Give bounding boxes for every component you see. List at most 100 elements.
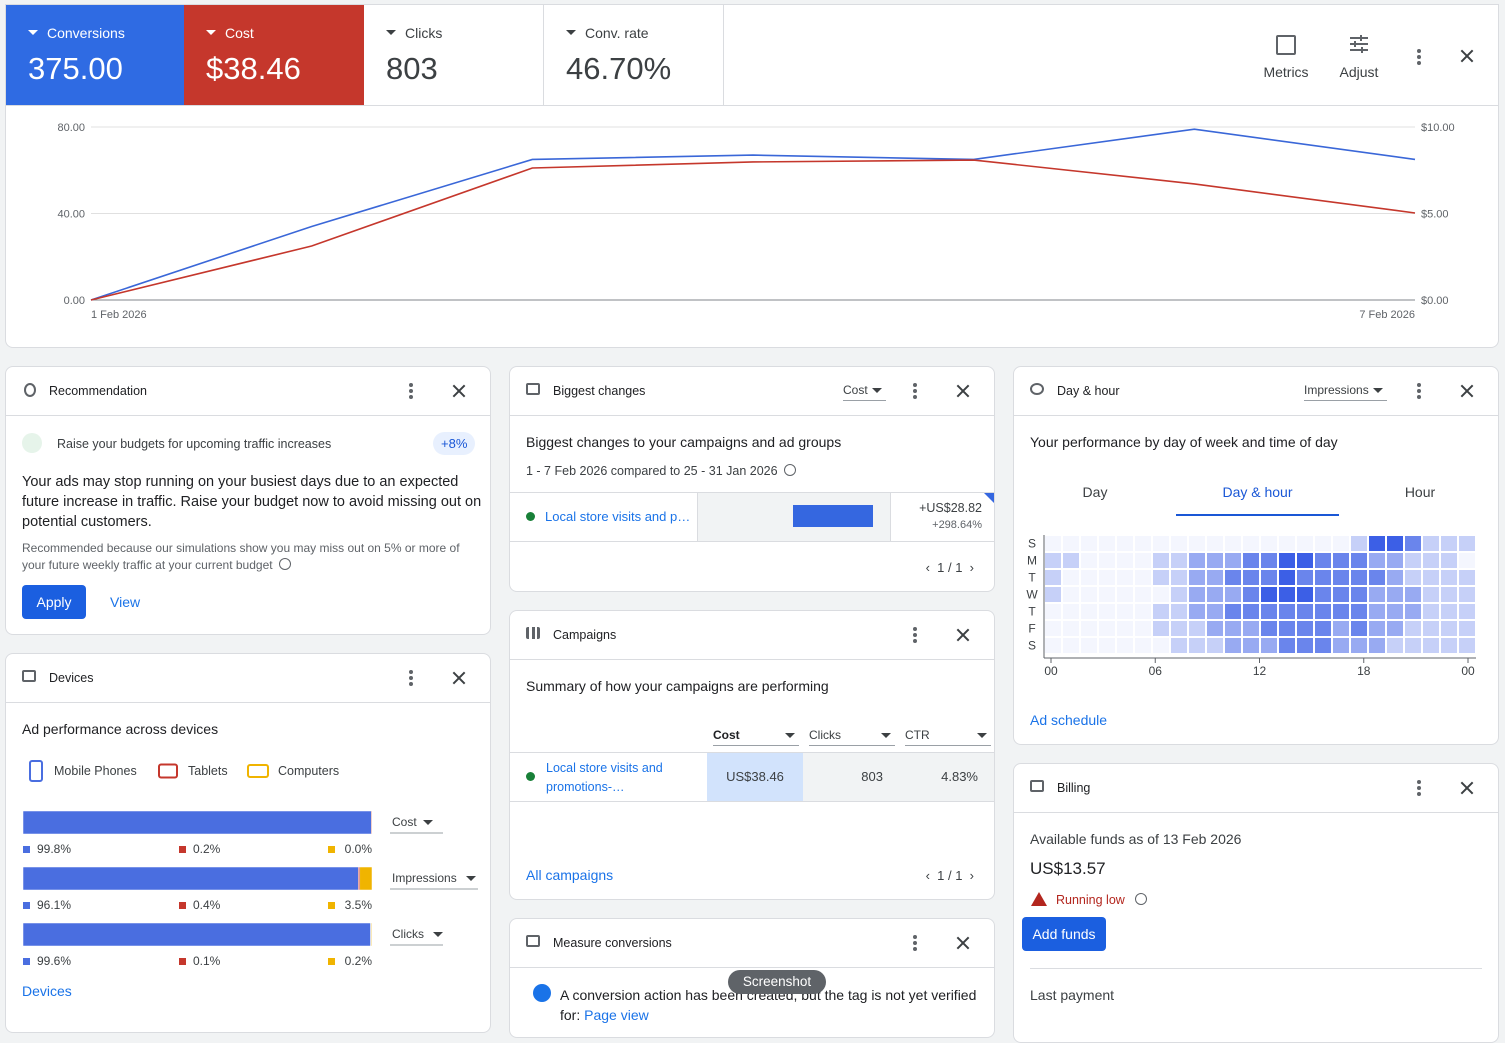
campaign-name[interactable]: Local store visits and promotions-… (546, 759, 696, 797)
label-swatch (23, 958, 30, 965)
column-header[interactable]: Cost (713, 728, 799, 746)
heat-cell (1441, 638, 1457, 653)
close-button[interactable] (450, 669, 468, 687)
ad-schedule-link[interactable]: Ad schedule (1030, 712, 1107, 728)
devices-link[interactable]: Devices (22, 983, 72, 999)
metrics-icon (1276, 35, 1296, 55)
value-label: 99.8% (37, 842, 71, 856)
heat-cell (1153, 621, 1169, 636)
heat-cell (1279, 638, 1295, 653)
scorecard[interactable]: Clicks 803 (364, 5, 544, 105)
more-button[interactable] (913, 935, 917, 939)
value-label: 99.6% (37, 954, 71, 968)
card-header: Day & hour Impressions (1014, 367, 1498, 416)
pagination-text: 1 / 1 (937, 868, 962, 883)
close-button[interactable] (954, 626, 972, 644)
column-header[interactable]: Clicks (809, 728, 895, 746)
heat-cell (1081, 587, 1097, 602)
scorecard[interactable]: Cost $38.46 (184, 5, 364, 105)
view-link[interactable]: View (110, 594, 140, 610)
column-header[interactable]: CTR (905, 728, 991, 746)
value-label: 0.0% (345, 842, 373, 856)
card-title: Devices (49, 671, 93, 685)
heat-cell (1279, 587, 1295, 602)
heat-cell (1081, 553, 1097, 568)
value-label: 0.1% (193, 954, 221, 968)
more-button[interactable] (1417, 383, 1421, 387)
metrics-button[interactable]: Metrics (1256, 35, 1316, 80)
y-tick-label: 40.00 (57, 209, 85, 221)
more-button[interactable] (409, 383, 413, 387)
more-button[interactable] (409, 670, 413, 674)
heat-cell (1081, 570, 1097, 585)
close-button[interactable] (954, 934, 972, 952)
recommendation-card: Recommendation Raise your budgets for up… (5, 366, 491, 635)
heat-cell (1045, 621, 1061, 636)
card-header: Measure conversions (510, 919, 994, 968)
scorecard[interactable]: Conv. rate 46.70% (544, 5, 724, 105)
biggest-changes-card: Biggest changes Cost Biggest changes to … (509, 366, 995, 592)
x-tick-label: 18 (1357, 664, 1371, 678)
card-heading: Your performance by day of week and time… (1030, 434, 1338, 450)
bar-icon (526, 627, 540, 639)
help-icon[interactable] (279, 558, 291, 570)
more-button[interactable] (913, 383, 917, 387)
more-button[interactable] (1417, 780, 1421, 784)
apply-button[interactable]: Apply (22, 585, 86, 619)
label-swatch (23, 846, 30, 853)
heat-cell (1189, 638, 1205, 653)
heat-cell (1279, 536, 1295, 551)
heat-cell (1315, 553, 1331, 568)
check-icon (533, 984, 551, 1002)
heat-cell (1135, 621, 1151, 636)
add-funds-button[interactable]: Add funds (1022, 917, 1106, 951)
heat-cell (1279, 621, 1295, 636)
row-label: W (1026, 588, 1038, 602)
row-label: F (1028, 622, 1035, 636)
heat-cell (1459, 587, 1475, 602)
more-button[interactable] (1417, 49, 1421, 53)
heat-cell (1351, 638, 1367, 653)
legend-label: Computers (278, 764, 339, 778)
heat-cell (1171, 604, 1187, 619)
close-button[interactable] (1458, 382, 1476, 400)
scorecard-label-text: Cost (225, 25, 254, 41)
heat-cell (1333, 638, 1349, 653)
x-tick-label: 12 (1253, 664, 1267, 678)
help-icon[interactable] (784, 464, 796, 476)
close-button[interactable] (1458, 779, 1476, 797)
heat-cell (1171, 587, 1187, 602)
status-wrap: Running low (1056, 893, 1147, 907)
heat-cell (1351, 621, 1367, 636)
heat-cell (1261, 553, 1277, 568)
row-name[interactable]: Local store visits and p… (545, 509, 690, 524)
bar-segment (371, 811, 372, 834)
card-heading: Biggest changes to your campaigns and ad… (526, 434, 841, 450)
heat-cell (1387, 604, 1403, 619)
close-button[interactable] (1458, 47, 1476, 65)
metric-dropdown[interactable]: Cost (843, 383, 886, 401)
adjust-button[interactable]: Adjust (1329, 35, 1389, 80)
heat-cell (1099, 536, 1115, 551)
heat-cell (1063, 570, 1079, 585)
heat-cell (1081, 638, 1097, 653)
heat-cell (1135, 587, 1151, 602)
tab-active[interactable]: Day & hour (1176, 484, 1339, 516)
heat-cell (1153, 536, 1169, 551)
heat-cell (1459, 536, 1475, 551)
all-campaigns-link[interactable]: All campaigns (526, 867, 613, 883)
tab[interactable]: Day (1014, 484, 1176, 500)
tab[interactable]: Hour (1339, 484, 1499, 500)
rec-note: Recommended because our simulations show… (22, 541, 460, 572)
heat-cell (1063, 553, 1079, 568)
rec-body: Your ads may stop running on your busies… (22, 472, 482, 532)
more-button[interactable] (913, 627, 917, 631)
page-view-link[interactable]: Page view (584, 1007, 649, 1023)
billing-card: Billing Available funds as of 13 Feb 202… (1013, 763, 1499, 1043)
help-icon[interactable] (1135, 893, 1147, 905)
heat-cell (1351, 604, 1367, 619)
close-button[interactable] (450, 382, 468, 400)
scorecard[interactable]: Conversions 375.00 (6, 5, 186, 105)
metric-dropdown[interactable]: Impressions (1304, 383, 1387, 401)
close-button[interactable] (954, 382, 972, 400)
